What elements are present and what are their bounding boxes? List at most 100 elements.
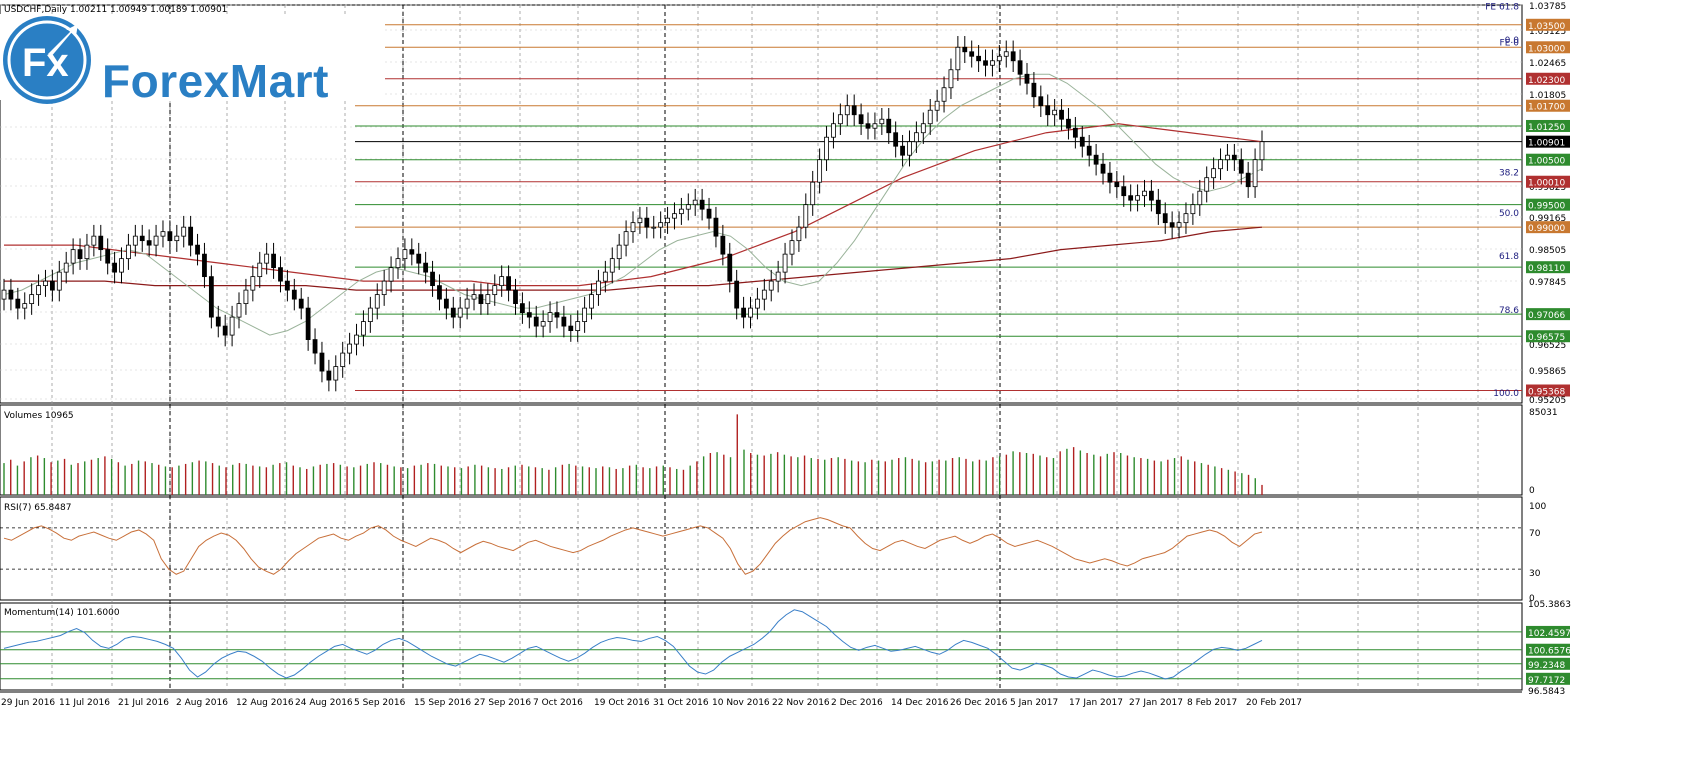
x-tick-label: 14 Dec 2016 xyxy=(891,698,949,708)
fibo-label: FE 0 xyxy=(1500,38,1520,48)
price-level-label: 0.99000 xyxy=(1528,224,1565,234)
candlestick xyxy=(672,213,677,219)
y-tick-label: 1.02465 xyxy=(1529,59,1566,69)
rsi-tick-label: 0 xyxy=(1529,594,1535,604)
price-level-label: 0.99500 xyxy=(1528,202,1565,212)
candlestick xyxy=(416,253,422,264)
candlestick xyxy=(1183,213,1189,224)
candlestick xyxy=(146,240,152,246)
candlestick xyxy=(996,55,1002,62)
candlestick xyxy=(706,208,712,219)
candlestick xyxy=(174,235,180,242)
rsi-title: RSI(7) 65.8487 xyxy=(4,503,71,513)
candlestick xyxy=(1066,118,1071,129)
y-tick-label: 0.98505 xyxy=(1529,246,1566,256)
candlestick xyxy=(699,199,705,210)
price-level-tag xyxy=(1526,119,1570,132)
momentum-title: Momentum(14) 101.6000 xyxy=(4,608,120,618)
candlestick xyxy=(457,307,463,318)
candlestick xyxy=(713,217,719,237)
candlestick xyxy=(450,307,456,318)
candlestick xyxy=(499,276,505,287)
candlestick xyxy=(990,60,995,66)
candlestick xyxy=(1100,163,1106,174)
candlestick xyxy=(520,303,525,314)
candlestick xyxy=(513,289,518,305)
candlestick xyxy=(478,294,484,305)
candlestick xyxy=(1259,141,1265,161)
price-level-label: 1.03500 xyxy=(1528,22,1565,32)
candlestick xyxy=(533,316,539,327)
candlestick xyxy=(789,240,795,255)
candlestick xyxy=(900,145,905,156)
candlestick xyxy=(326,370,332,381)
candlestick xyxy=(948,69,954,89)
candlestick xyxy=(1155,199,1161,215)
candlestick xyxy=(160,231,166,237)
price-level-tag xyxy=(1526,384,1570,397)
candlestick xyxy=(63,262,69,273)
candlestick xyxy=(685,204,691,210)
candlestick xyxy=(934,100,940,111)
price-level-label: 1.00901 xyxy=(1528,139,1565,149)
candlestick xyxy=(851,105,857,116)
candlestick xyxy=(243,289,249,305)
candlestick xyxy=(492,285,498,296)
candlestick xyxy=(927,109,933,125)
candlestick xyxy=(1003,51,1009,57)
fibo-label: 50.0 xyxy=(1499,209,1519,219)
rsi-tick-label: 100 xyxy=(1529,502,1546,512)
candlestick xyxy=(755,298,760,309)
pane-frame-rsi xyxy=(0,496,1523,601)
candlestick xyxy=(941,87,947,102)
candlestick xyxy=(471,294,477,300)
candlestick xyxy=(29,294,35,305)
rsi-tick-label: 30 xyxy=(1529,569,1541,579)
candlestick xyxy=(824,136,829,161)
momentum-level-tag xyxy=(1526,643,1570,656)
candlestick xyxy=(1197,190,1203,206)
price-level-tag xyxy=(1526,308,1570,321)
price-level-label: 1.01250 xyxy=(1528,123,1565,133)
candlestick xyxy=(678,208,684,215)
x-tick-label: 22 Nov 2016 xyxy=(772,698,830,708)
candlestick xyxy=(1149,190,1154,201)
brand-logo: Fx ForexMart xyxy=(0,14,385,107)
x-tick-label: 26 Dec 2016 xyxy=(950,698,1008,708)
momentum-tick-label: 100.6576 xyxy=(1528,647,1571,657)
candlestick xyxy=(222,325,228,336)
candlestick xyxy=(1218,159,1223,170)
candlestick xyxy=(1031,82,1037,98)
price-level-label: 1.00500 xyxy=(1528,157,1565,167)
candlestick xyxy=(126,244,131,260)
candlestick xyxy=(229,316,235,336)
candlestick xyxy=(278,267,283,282)
candlestick xyxy=(1038,96,1044,107)
candlestick xyxy=(1107,172,1113,183)
candlestick xyxy=(1169,222,1175,228)
candlestick xyxy=(1142,190,1147,197)
candlestick xyxy=(1086,145,1092,156)
candlestick xyxy=(208,276,214,318)
candlestick xyxy=(105,249,111,264)
x-tick-label: 21 Jul 2016 xyxy=(118,698,169,708)
candlestick xyxy=(637,217,643,224)
candlestick xyxy=(84,244,90,260)
candlestick xyxy=(782,253,788,273)
candlestick xyxy=(1211,168,1217,179)
candlestick xyxy=(333,366,339,381)
candlestick xyxy=(761,289,767,300)
y-tick-label: 1.03125 xyxy=(1529,27,1566,37)
candlestick xyxy=(1052,109,1058,116)
fibo-label: 38.2 xyxy=(1499,169,1519,179)
candlestick xyxy=(485,294,491,305)
candlestick xyxy=(692,199,698,206)
candlestick xyxy=(506,276,511,291)
candlestick xyxy=(43,280,48,287)
price-level-label: 1.02300 xyxy=(1528,76,1565,86)
x-tick-label: 15 Sep 2016 xyxy=(414,698,471,708)
price-level-label: 0.98110 xyxy=(1528,264,1565,274)
logo-text: ForexMart xyxy=(102,55,329,107)
